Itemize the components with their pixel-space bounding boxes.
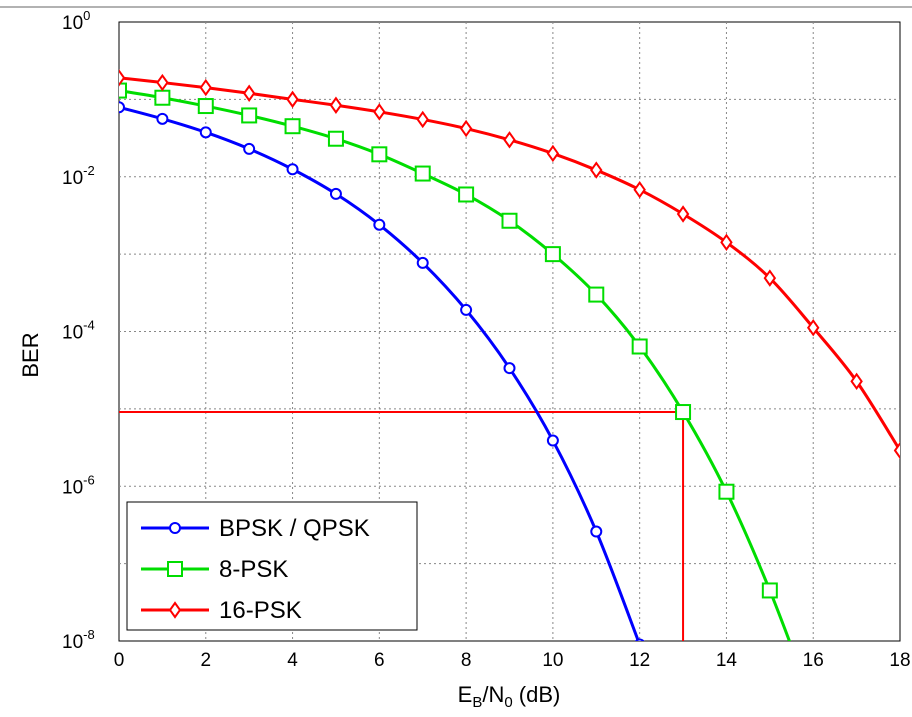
x-axis-title: EB/N0 (dB): [458, 682, 561, 711]
x-tick-label: 16: [803, 650, 824, 671]
data-point-marker: [241, 107, 258, 124]
data-point-marker: [631, 338, 648, 355]
y-tick-label: 10-4: [62, 318, 95, 344]
data-point-marker: [284, 118, 301, 135]
x-tick-label: 8: [461, 650, 472, 671]
data-point-marker: [850, 372, 863, 391]
data-point-marker: [199, 126, 212, 139]
data-point-marker: [327, 130, 344, 147]
x-axis-title-sub1: B: [472, 694, 482, 711]
x-axis-title-sub2: 0: [504, 694, 512, 711]
x-tick-label: 14: [716, 650, 738, 671]
data-point-marker: [286, 90, 299, 109]
data-point-marker: [634, 638, 645, 641]
data-point-marker: [806, 318, 820, 337]
x-tick-label: 6: [374, 650, 385, 671]
data-point-marker: [119, 82, 127, 99]
legend-marker: [168, 601, 182, 619]
x-tick-label: 4: [287, 650, 298, 671]
y-tick-label: 100: [62, 8, 90, 34]
legend-entry: BPSK / QPSK: [141, 515, 370, 542]
x-tick-label: 12: [629, 650, 650, 671]
data-point-marker: [546, 434, 559, 447]
data-point-marker: [546, 144, 560, 163]
reference-lines-layer: [119, 411, 685, 641]
legend-label: 8-PSK: [219, 556, 288, 583]
legend-marker: [167, 561, 183, 577]
legend: BPSK / QPSK 8-PSK 16-PSK: [126, 501, 418, 631]
data-point-marker: [329, 187, 342, 200]
data-point-marker: [675, 404, 692, 421]
legend-marker: [169, 522, 181, 534]
data-point-marker: [544, 246, 561, 263]
y-tick-label: 10-2: [62, 163, 95, 189]
legend-entry: 16-PSK: [141, 597, 302, 624]
data-point-marker: [718, 483, 735, 500]
data-point-marker: [414, 165, 431, 182]
data-point-marker: [763, 269, 777, 287]
data-point-marker: [154, 89, 171, 106]
x-axis-title-mid: /N: [482, 682, 504, 707]
data-point-marker: [761, 582, 778, 599]
data-point-marker: [720, 233, 733, 252]
data-point-marker: [329, 96, 343, 114]
data-point-marker: [676, 205, 690, 223]
legend-label: BPSK / QPSK: [219, 515, 370, 542]
data-point-marker: [633, 180, 646, 199]
tick-labels-layer: 0 2 4 6 8 10 12 14 16 18 100 10-2 10-4 10-6 10-8: [62, 8, 911, 671]
x-axis-title-tail: (dB): [513, 682, 561, 707]
y-axis-title: BER: [18, 332, 43, 377]
y-tick-label: 10-8: [62, 627, 95, 653]
series-layer: [119, 69, 900, 641]
data-point-marker: [156, 112, 169, 125]
data-point-marker: [242, 84, 256, 102]
data-point-marker: [373, 103, 386, 121]
data-point-marker: [416, 256, 429, 269]
data-point-marker: [460, 303, 473, 316]
data-point-marker: [373, 218, 386, 231]
x-tick-label: 0: [114, 650, 125, 671]
data-point-marker: [119, 69, 126, 87]
x-tick-label: 10: [542, 650, 563, 671]
series-diamond-2: [119, 69, 900, 460]
data-point-marker: [156, 73, 169, 92]
y-tick-label: 10-6: [62, 472, 95, 498]
data-point-marker: [286, 163, 299, 176]
series-circle-0: [119, 101, 645, 641]
data-point-marker: [503, 131, 516, 149]
data-point-marker: [503, 362, 516, 375]
data-point-marker: [243, 142, 256, 155]
x-tick-label: 18: [889, 650, 910, 671]
data-point-marker: [501, 212, 518, 229]
data-point-marker: [199, 78, 213, 97]
data-point-marker: [590, 525, 603, 538]
data-point-marker: [588, 286, 605, 303]
data-point-marker: [893, 441, 900, 460]
x-axis-title-base: E: [458, 682, 473, 707]
data-point-marker: [458, 186, 475, 203]
data-point-marker: [416, 110, 429, 129]
x-tick-label: 2: [200, 650, 211, 671]
data-point-marker: [459, 119, 473, 138]
data-point-marker: [119, 101, 125, 114]
data-point-marker: [197, 98, 214, 115]
legend-entry: 8-PSK: [141, 556, 288, 583]
legend-label: 16-PSK: [219, 597, 302, 624]
series-square-1: [119, 82, 792, 641]
data-point-marker: [590, 161, 603, 179]
data-point-marker: [371, 146, 388, 163]
